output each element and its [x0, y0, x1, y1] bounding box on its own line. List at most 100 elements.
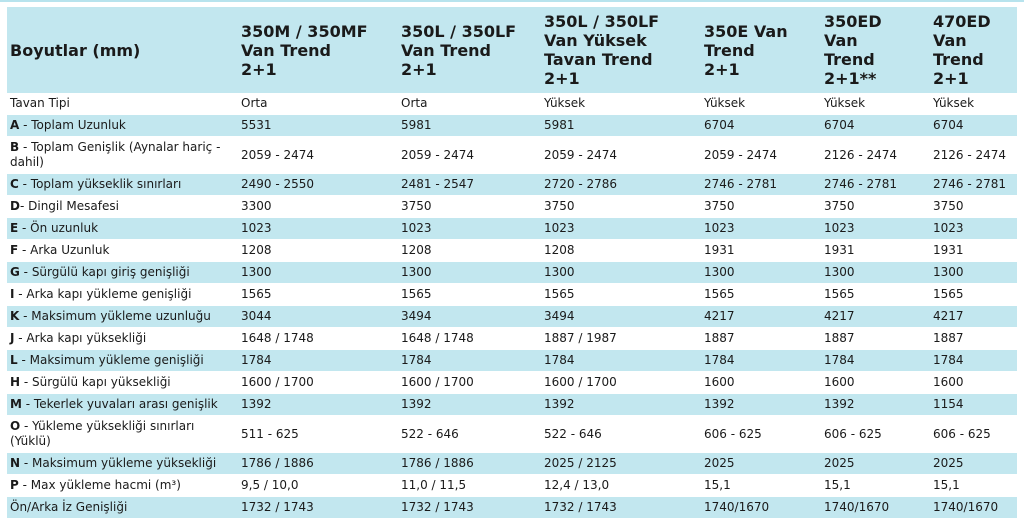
value-cell: 1648 / 1748 — [401, 331, 474, 345]
value-cell: 2059 - 2474 — [241, 147, 315, 162]
value-cell: 1023 — [704, 221, 735, 235]
table-row: G - Sürgülü kapı giriş genişliği 1300 1300… — [7, 261, 1017, 284]
table-row: L - Maksimum yükleme genişliği 1784 1784 17… — [7, 349, 1017, 372]
value-cell: 1023 — [933, 221, 964, 235]
value-cell: 1023 — [544, 221, 575, 235]
row-label: O - Yükleme yüksekliği sınırları (Yüklü) — [7, 416, 238, 453]
value-cell: 1740/1670 — [704, 500, 770, 514]
value-cell: 1732 / 1743 — [544, 500, 617, 514]
value-cell: 3750 — [544, 199, 575, 213]
value-cell: 1208 — [401, 243, 432, 257]
value-cell: 1392 — [704, 397, 735, 411]
value-cell: 511 - 625 — [241, 426, 299, 441]
value-cell: 5981 — [544, 118, 575, 132]
table-row: Tavan Tipi Orta Orta Yüksek Yüksek Yüksek Yüks… — [7, 93, 1017, 115]
table-row: F - Arka Uzunluk 1208 1208 1208 1931 1931 1931 — [7, 239, 1017, 262]
value-cell: 2059 - 2474 — [544, 147, 618, 162]
value-cell: 1600 / 1700 — [241, 375, 314, 389]
value-cell: 6704 — [933, 118, 964, 132]
value-cell: 3750 — [824, 199, 855, 213]
row-label: K - Maksimum yükleme uzunluğu — [7, 306, 238, 328]
value-cell: 1565 — [401, 287, 432, 301]
value-cell: 1600 — [933, 375, 964, 389]
row-label-prefix: A — [10, 118, 20, 132]
table-row: C - Toplam yükseklik sınırları 2490 - 255… — [7, 173, 1017, 196]
value-cell: 2481 - 2547 — [401, 177, 475, 191]
value-cell: 1784 — [544, 353, 575, 367]
row-label: L - Maksimum yükleme genişliği — [7, 350, 238, 372]
value-cell: 1784 — [241, 353, 272, 367]
row-label: B - Toplam Genişlik (Aynalar hariç - dah… — [7, 137, 238, 174]
row-label: I - Arka kapı yükleme genişliği — [7, 284, 238, 306]
value-cell: 1565 — [241, 287, 272, 301]
table-header-row: Boyutlar (mm) 350M / 350MF Van Trend 2+1… — [7, 7, 1017, 93]
value-cell: 1648 / 1748 — [241, 331, 314, 345]
value-cell: 1887 — [824, 331, 855, 345]
value-cell: 1208 — [241, 243, 272, 257]
row-label-prefix: L — [10, 353, 18, 367]
value-cell: 6704 — [824, 118, 855, 132]
value-cell: 1023 — [241, 221, 272, 235]
row-label-prefix: E — [10, 221, 19, 235]
value-cell: 606 - 625 — [704, 426, 762, 441]
value-cell: 606 - 625 — [933, 426, 991, 441]
value-cell: Yüksek — [544, 96, 586, 110]
row-label: C - Toplam yükseklik sınırları — [7, 174, 238, 196]
value-cell: 1931 — [824, 243, 855, 257]
table-row: M - Tekerlek yuvaları arası genişlik 1392… — [7, 393, 1017, 416]
value-cell: 1023 — [401, 221, 432, 235]
value-cell: 3494 — [401, 309, 432, 323]
value-cell: 1732 / 1743 — [401, 500, 474, 514]
value-cell: 1300 — [933, 265, 964, 279]
column-header-350ed: 350ED Van Trend 2+1** — [824, 12, 882, 88]
value-cell: 1392 — [824, 397, 855, 411]
row-label-text: Tavan Tipi — [10, 96, 70, 110]
value-cell: 1392 — [401, 397, 432, 411]
value-cell: 1300 — [824, 265, 855, 279]
value-cell: 5981 — [401, 118, 432, 132]
value-cell: 1600 / 1700 — [401, 375, 474, 389]
value-cell: 1784 — [704, 353, 735, 367]
row-label-text: - Maksimum yükleme uzunluğu — [19, 309, 211, 323]
value-cell: 15,1 — [933, 478, 960, 492]
value-cell: 1565 — [544, 287, 575, 301]
value-cell: 11,0 / 11,5 — [401, 478, 467, 492]
value-cell: 2126 - 2474 — [933, 147, 1007, 162]
value-cell: 9,5 / 10,0 — [241, 478, 299, 492]
row-label-prefix: D — [10, 199, 20, 213]
value-cell: 3750 — [933, 199, 964, 213]
value-cell: 1392 — [241, 397, 272, 411]
row-label-prefix: J — [10, 331, 15, 345]
row-label-text: - Tekerlek yuvaları arası genişlik — [21, 397, 218, 411]
value-cell: 1600 — [824, 375, 855, 389]
row-label-prefix: M — [10, 397, 22, 411]
corner-header-boyutlar: Boyutlar (mm) — [10, 40, 141, 60]
row-label-prefix: G — [10, 265, 20, 279]
value-cell: 2025 — [704, 456, 735, 470]
row-label-prefix: F — [10, 243, 19, 257]
value-cell: 1784 — [933, 353, 964, 367]
table-row: B - Toplam Genişlik (Aynalar hariç - dah… — [7, 136, 1017, 174]
row-label-text: - Sürgülü kapı yüksekliği — [20, 375, 171, 389]
value-cell: 4217 — [933, 309, 964, 323]
row-label-text: - Max yükleme hacmi (m³) — [18, 478, 181, 492]
table-row: I - Arka kapı yükleme genişliği 1565 1565 1… — [7, 283, 1017, 306]
column-header-350l-350lf: 350L / 350LF Van Trend 2+1 — [401, 21, 517, 79]
row-label-prefix: H — [10, 375, 21, 389]
value-cell: Orta — [401, 96, 428, 110]
row-label-text: - Toplam yükseklik sınırları — [18, 177, 182, 191]
value-cell: 2025 — [824, 456, 855, 470]
value-cell: 1300 — [704, 265, 735, 279]
value-cell: 5531 — [241, 118, 272, 132]
table-row: K - Maksimum yükleme uzunluğu 3044 3494 349… — [7, 305, 1017, 328]
value-cell: 1786 / 1886 — [401, 456, 474, 470]
value-cell: 12,4 / 13,0 — [544, 478, 610, 492]
column-header-350m-350mf: 350M / 350MF Van Trend 2+1 — [241, 21, 368, 79]
row-label-text: - Ön uzunluk — [18, 221, 99, 235]
row-label: E - Ön uzunluk — [7, 218, 238, 240]
row-label-text: Ön/Arka İz Genişliği — [10, 500, 128, 514]
value-cell: Orta — [241, 96, 268, 110]
value-cell: 15,1 — [704, 478, 731, 492]
table-row: N - Maksimum yükleme yüksekliği 1786 / 18… — [7, 452, 1017, 475]
value-cell: 1565 — [704, 287, 735, 301]
